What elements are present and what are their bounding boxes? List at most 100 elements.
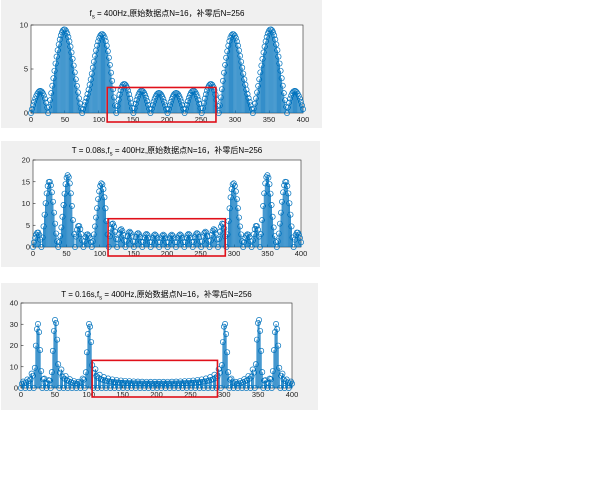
stem-marker: [92, 53, 98, 59]
stem-marker: [226, 38, 233, 45]
stem-marker: [237, 223, 243, 230]
stem-marker: [55, 361, 62, 368]
stem-marker: [89, 64, 96, 71]
stem-marker: [218, 223, 225, 230]
stem-marker: [281, 182, 288, 189]
stem-marker: [148, 380, 155, 387]
stem-marker: [50, 75, 57, 82]
stem-marker: [278, 75, 285, 82]
stem-marker: [80, 106, 87, 113]
stem-marker: [62, 373, 69, 379]
stem-marker: [82, 369, 89, 376]
x-tick-label: 50: [62, 249, 70, 258]
stem-marker: [153, 380, 159, 387]
stem-marker: [247, 385, 254, 391]
stem-marker: [148, 106, 155, 112]
stem-marker: [153, 232, 159, 239]
x-tick-label: 150: [127, 115, 140, 124]
stem-marker: [113, 110, 120, 116]
stem-marker: [76, 223, 83, 230]
stem-marker: [100, 186, 107, 193]
stem-marker: [284, 183, 291, 189]
stem-marker: [46, 377, 53, 384]
stem-marker: [182, 105, 189, 112]
stem-marker: [85, 331, 91, 337]
title-subscript: s: [99, 296, 102, 302]
stem-marker: [259, 55, 266, 62]
stem-marker: [224, 349, 231, 356]
stem-marker: [39, 385, 46, 391]
stem-marker: [26, 385, 33, 391]
stem-marker: [146, 380, 153, 387]
stem-marker: [88, 339, 95, 345]
stem-marker: [278, 209, 284, 216]
stem-marker: [76, 95, 82, 102]
stem-marker: [57, 233, 64, 239]
stem-marker: [44, 380, 51, 387]
stem-marker: [224, 48, 231, 55]
stem-marker: [295, 231, 302, 238]
stem-marker: [52, 220, 59, 227]
stem-marker: [296, 95, 303, 102]
stem-marker: [64, 30, 71, 37]
stem-marker: [206, 244, 213, 250]
stem-marker: [268, 202, 275, 208]
stem-marker: [65, 34, 72, 40]
stem-marker: [29, 372, 36, 379]
chart-panel-3: T = 0.16s,fs = 400Hz,原始数据点N=16，补零后N=256 0…: [1, 283, 318, 410]
stem-marker: [147, 378, 154, 385]
stem-marker: [221, 225, 228, 232]
stem-marker: [137, 234, 144, 241]
stem-marker: [277, 385, 284, 391]
stem-marker: [50, 198, 56, 205]
stem-marker: [258, 347, 265, 354]
stem-marker: [253, 95, 260, 102]
stem-marker: [286, 380, 293, 387]
stem-marker: [226, 385, 233, 391]
stem-marker: [22, 385, 29, 391]
title-suffix: = 400Hz,原始数据点N=16，补零后N=256: [95, 8, 245, 18]
stem-marker: [179, 102, 186, 109]
stem-marker: [94, 205, 101, 212]
stem-marker: [118, 226, 125, 233]
stem-marker: [279, 82, 286, 89]
stem-marker: [166, 102, 173, 109]
stem-marker: [287, 95, 294, 102]
stem-marker: [73, 385, 80, 391]
stem-marker: [209, 385, 216, 391]
stem-marker: [144, 232, 151, 239]
stem-marker: [222, 321, 228, 327]
stem-marker: [259, 369, 266, 376]
stem-marker: [140, 238, 147, 245]
stem-marker: [143, 94, 150, 101]
x-tick-label: 300: [228, 249, 241, 258]
stem-marker: [205, 237, 212, 244]
stem-marker: [87, 323, 94, 330]
stem-marker: [94, 42, 101, 49]
stem-marker: [18, 385, 24, 391]
stem-marker: [24, 376, 31, 383]
x-tick-label: 400: [295, 249, 308, 258]
stem-marker: [270, 347, 277, 354]
stem-marker: [72, 244, 78, 250]
stem-chart-3: T = 0.16s,fs = 400Hz,原始数据点N=16，补零后N=256 0…: [10, 289, 299, 399]
stem-marker: [114, 244, 121, 250]
stem-marker: [105, 375, 112, 382]
stem-marker: [39, 234, 46, 241]
stem-marker: [226, 205, 233, 212]
stem-marker: [134, 231, 140, 238]
stem-marker: [274, 47, 281, 54]
stem-marker: [127, 230, 134, 237]
stem-marker: [241, 76, 248, 83]
stem-marker: [259, 217, 266, 224]
stem-marker: [131, 105, 138, 112]
stem-marker: [103, 218, 110, 225]
stem-marker: [300, 106, 306, 113]
stem-marker: [110, 379, 117, 386]
stem-marker: [234, 205, 241, 212]
stem-marker: [119, 227, 126, 234]
stem-marker: [208, 81, 215, 88]
stem-marker: [158, 385, 165, 391]
stem-marker: [213, 236, 220, 243]
stem-marker: [60, 202, 67, 208]
